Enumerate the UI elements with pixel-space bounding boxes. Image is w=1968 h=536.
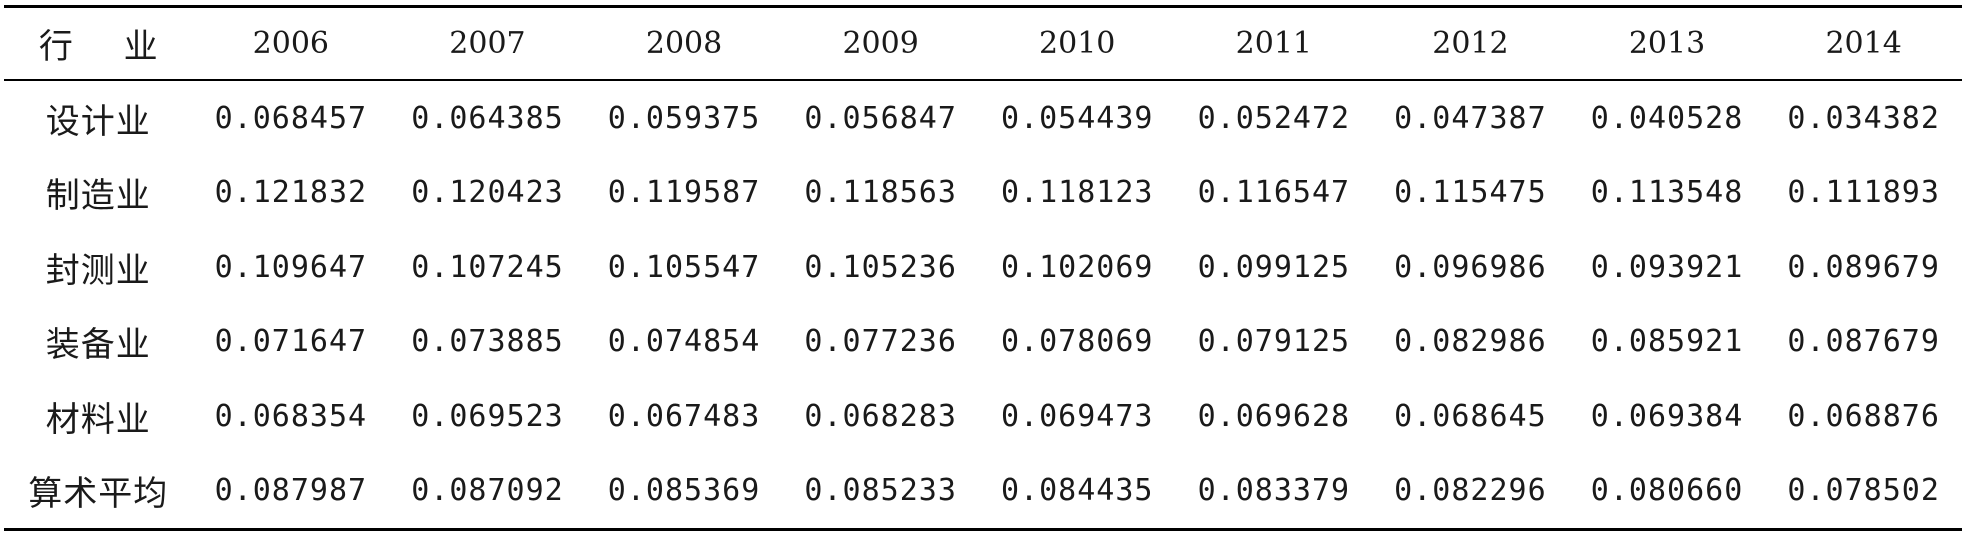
- table-cell: 0.093921: [1590, 249, 1744, 285]
- table-cell: 0.083379: [1197, 473, 1351, 509]
- table-cell: 0.071647: [214, 324, 368, 360]
- table-cell: 0.080660: [1590, 473, 1744, 509]
- table-cell: 0.085369: [607, 473, 761, 509]
- header-year: 2008: [645, 26, 723, 61]
- row-label: 设计业: [45, 101, 151, 142]
- header-year: 2014: [1825, 26, 1902, 61]
- table-cell: 0.040528: [1590, 100, 1744, 136]
- header-industry: 行 业: [38, 27, 158, 67]
- header-year: 2012: [1432, 26, 1509, 61]
- table-cell: 0.118123: [1000, 175, 1154, 211]
- header-year: 2006: [252, 26, 330, 61]
- table-row: 设计业 0.068457 0.064385 0.059375 0.056847 0.054…: [4, 80, 1962, 156]
- header-year: 2009: [842, 26, 919, 61]
- table-cell: 0.059375: [607, 100, 761, 136]
- header-row: 行 业 2006 2007 2008 2009 2010 2011 2012 2…: [4, 6, 1962, 80]
- table-cell: 0.069473: [1000, 398, 1154, 434]
- table-cell: 0.099125: [1197, 249, 1351, 285]
- table-cell: 0.067483: [607, 398, 761, 434]
- table-row: 制造业 0.121832 0.120423 0.119587 0.118563 0.118…: [4, 156, 1962, 231]
- table-cell: 0.121832: [214, 175, 368, 211]
- table-header: 行 业 2006 2007 2008 2009 2010 2011 2012 2…: [4, 6, 1962, 80]
- header-year: 2010: [1039, 26, 1116, 61]
- header-year: 2011: [1235, 26, 1312, 61]
- table-cell: 0.105547: [607, 249, 761, 285]
- table-cell: 0.109647: [214, 249, 368, 285]
- table-cell: 0.115475: [1394, 175, 1547, 211]
- table-cell: 0.119587: [607, 175, 761, 211]
- row-label: 封测业: [45, 250, 151, 291]
- table-cell: 0.105236: [804, 249, 957, 285]
- table-cell: 0.120423: [411, 175, 564, 211]
- table-cell: 0.111893: [1787, 175, 1940, 211]
- table-cell: 0.085921: [1590, 324, 1744, 360]
- table-cell: 0.107245: [411, 249, 564, 285]
- table-row: 封测业 0.109647 0.107245 0.105547 0.105236 0.102…: [4, 230, 1962, 305]
- table-cell: 0.078502: [1787, 473, 1940, 509]
- table-cell: 0.078069: [1000, 324, 1154, 360]
- table-row: 材料业 0.068354 0.069523 0.067483 0.068283 0.069…: [4, 379, 1962, 454]
- table-cell: 0.069384: [1590, 398, 1744, 434]
- table-cell: 0.082986: [1394, 324, 1547, 360]
- header-year: 2007: [449, 26, 526, 61]
- table-cell: 0.073885: [411, 324, 564, 360]
- table-cell: 0.113548: [1590, 175, 1744, 211]
- table-cell: 0.116547: [1197, 175, 1351, 211]
- table-cell: 0.068876: [1787, 398, 1940, 434]
- table-cell: 0.082296: [1394, 473, 1547, 509]
- table-cell: 0.069628: [1197, 398, 1351, 434]
- header-year: 2013: [1628, 26, 1706, 61]
- row-label: 算术平均: [28, 474, 169, 515]
- table-cell: 0.118563: [804, 175, 957, 211]
- table-cell: 0.034382: [1787, 100, 1940, 136]
- table-cell: 0.068354: [214, 398, 368, 434]
- row-label: 装备业: [45, 325, 151, 366]
- table-cell: 0.089679: [1787, 249, 1940, 285]
- data-table-container: 行 业 2006 2007 2008 2009 2010 2011 2012 2…: [4, 5, 1962, 531]
- table-cell: 0.084435: [1000, 473, 1154, 509]
- row-label: 材料业: [45, 399, 151, 440]
- table-body: 设计业 0.068457 0.064385 0.059375 0.056847 0.054…: [4, 80, 1962, 530]
- table-row: 算术平均 0.087987 0.087092 0.085369 0.085233 0.08…: [4, 454, 1962, 530]
- table-row: 装备业 0.071647 0.073885 0.074854 0.077236 0.078…: [4, 305, 1962, 380]
- table-cell: 0.064385: [411, 100, 564, 136]
- table-cell: 0.054439: [1000, 100, 1154, 136]
- table-cell: 0.069523: [411, 398, 564, 434]
- table-cell: 0.077236: [804, 324, 957, 360]
- table-cell: 0.087092: [411, 473, 564, 509]
- table-cell: 0.102069: [1000, 249, 1154, 285]
- industry-index-table: 行 业 2006 2007 2008 2009 2010 2011 2012 2…: [4, 5, 1962, 531]
- table-cell: 0.068645: [1394, 398, 1547, 434]
- table-cell: 0.052472: [1197, 100, 1351, 136]
- table-cell: 0.087679: [1787, 324, 1940, 360]
- table-cell: 0.068457: [214, 100, 368, 136]
- table-cell: 0.047387: [1394, 100, 1547, 136]
- table-cell: 0.068283: [804, 398, 957, 434]
- table-cell: 0.087987: [214, 473, 368, 509]
- table-cell: 0.079125: [1197, 324, 1351, 360]
- table-cell: 0.085233: [804, 473, 957, 509]
- table-cell: 0.074854: [607, 324, 761, 360]
- table-cell: 0.056847: [804, 100, 957, 136]
- table-cell: 0.096986: [1394, 249, 1547, 285]
- row-label: 制造业: [45, 176, 151, 217]
